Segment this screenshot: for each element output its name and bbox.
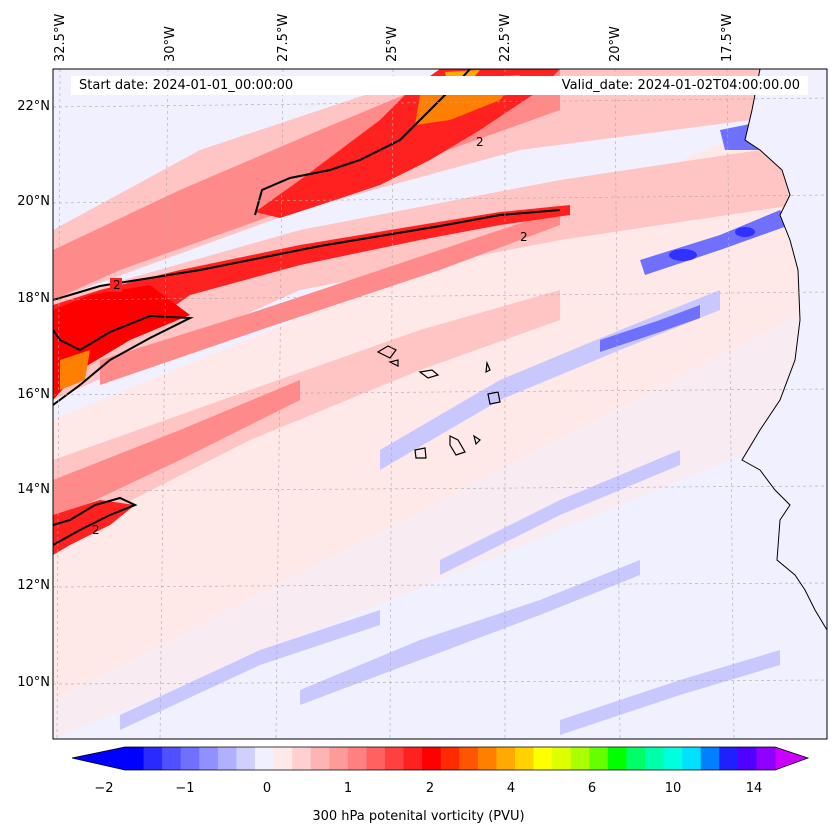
africa-coastline	[741, 69, 827, 631]
colorbar-swatch	[477, 747, 498, 770]
date-banner: Start date: 2024-01-01_00:00:00 Valid_da…	[71, 76, 808, 95]
lon-label-20w: 20°W	[608, 26, 623, 62]
colorbar-swatch	[719, 747, 739, 770]
colorbar-swatch	[180, 747, 200, 770]
lat-label-22n: 22°N	[17, 99, 50, 114]
pv-pink-bands	[53, 69, 827, 540]
lat-label-16n: 16°N	[17, 387, 50, 402]
colorbar-outline	[71, 746, 810, 771]
lon-label-30w: 30°W	[163, 26, 178, 62]
colorbar-swatch	[440, 747, 460, 770]
colorbar-swatch	[533, 747, 553, 770]
colorbar-extend-low	[72, 747, 125, 770]
lon-label-17-5w: 17.5°W	[720, 13, 735, 62]
cbar-tick-m2: −2	[94, 781, 114, 796]
cape-verde-islands	[376, 345, 501, 459]
colorbar-swatch	[682, 747, 702, 770]
contour-label-4: 2	[92, 523, 100, 537]
cbar-tick-0: 0	[262, 781, 272, 796]
cbar-tick-2: 2	[425, 781, 435, 796]
colorbar-extend-high	[775, 747, 808, 770]
colorbar-swatch	[607, 747, 628, 770]
lat-label-18n: 18°N	[17, 291, 50, 306]
pv-light-positive-areas	[53, 100, 827, 739]
lat-label-20n: 20°N	[17, 194, 50, 209]
colorbar-swatch	[570, 747, 590, 770]
colorbar-swatch	[756, 747, 776, 770]
colorbar-swatch	[199, 747, 219, 770]
colorbar-swatch	[403, 747, 423, 770]
cbar-tick-4: 4	[506, 781, 516, 796]
plot-frame	[52, 68, 828, 740]
colorbar-swatch	[496, 747, 516, 770]
cbar-tick-1: 1	[343, 781, 353, 796]
lon-label-22-5w: 22.5°W	[498, 13, 513, 62]
colorbar-swatch	[125, 747, 145, 770]
cbar-tick-m1: −1	[175, 781, 195, 796]
lon-label-25w: 25°W	[385, 26, 400, 62]
colorbar-swatch	[700, 747, 720, 770]
lat-label-14n: 14°N	[17, 482, 50, 497]
cbar-tick-6: 6	[587, 781, 597, 796]
colorbar-swatch	[255, 747, 275, 770]
lat-label-12n: 12°N	[17, 578, 50, 593]
graticule	[53, 69, 827, 739]
cbar-tick-10: 10	[664, 781, 682, 796]
lat-label-10n: 10°N	[17, 675, 50, 690]
contour-label-3: 2	[520, 230, 528, 244]
colorbar-swatch	[236, 747, 256, 770]
lon-label-32-5w: 32.5°W	[53, 13, 68, 62]
contour-label-1: 2	[113, 278, 121, 292]
colorbar-swatch	[366, 747, 386, 770]
colorbar-swatch	[459, 747, 479, 770]
colorbar-swatch	[347, 747, 368, 770]
start-date: Start date: 2024-01-01_00:00:00	[79, 78, 294, 93]
colorbar-swatch	[292, 747, 312, 770]
colorbar-swatch	[515, 747, 535, 770]
colorbar-swatch	[552, 747, 572, 770]
colorbar-swatch	[385, 747, 405, 770]
colorbar-label: 300 hPa potenital vorticity (PVU)	[312, 809, 525, 824]
valid-date: Valid_date: 2024-01-02T04:00:00.00	[561, 78, 800, 93]
colorbar-swatch	[589, 747, 609, 770]
pv-negative-peaks	[669, 227, 755, 261]
colorbar-swatch	[737, 747, 758, 770]
colorbar-swatch	[162, 747, 182, 770]
colorbar	[71, 746, 810, 771]
colorbar-swatch	[217, 747, 238, 770]
colorbar-swatch	[310, 747, 330, 770]
colorbar-swatch	[663, 747, 683, 770]
colorbar-swatch	[329, 747, 349, 770]
colorbar-swatch	[422, 747, 442, 770]
lon-label-27-5w: 27.5°W	[276, 13, 291, 62]
colorbar-swatch	[143, 747, 163, 770]
colorbar-swatch	[645, 747, 665, 770]
cbar-tick-14: 14	[745, 781, 763, 796]
contour-label-2: 2	[476, 135, 484, 149]
colorbar-swatch	[626, 747, 646, 770]
colorbar-swatch	[273, 747, 293, 770]
